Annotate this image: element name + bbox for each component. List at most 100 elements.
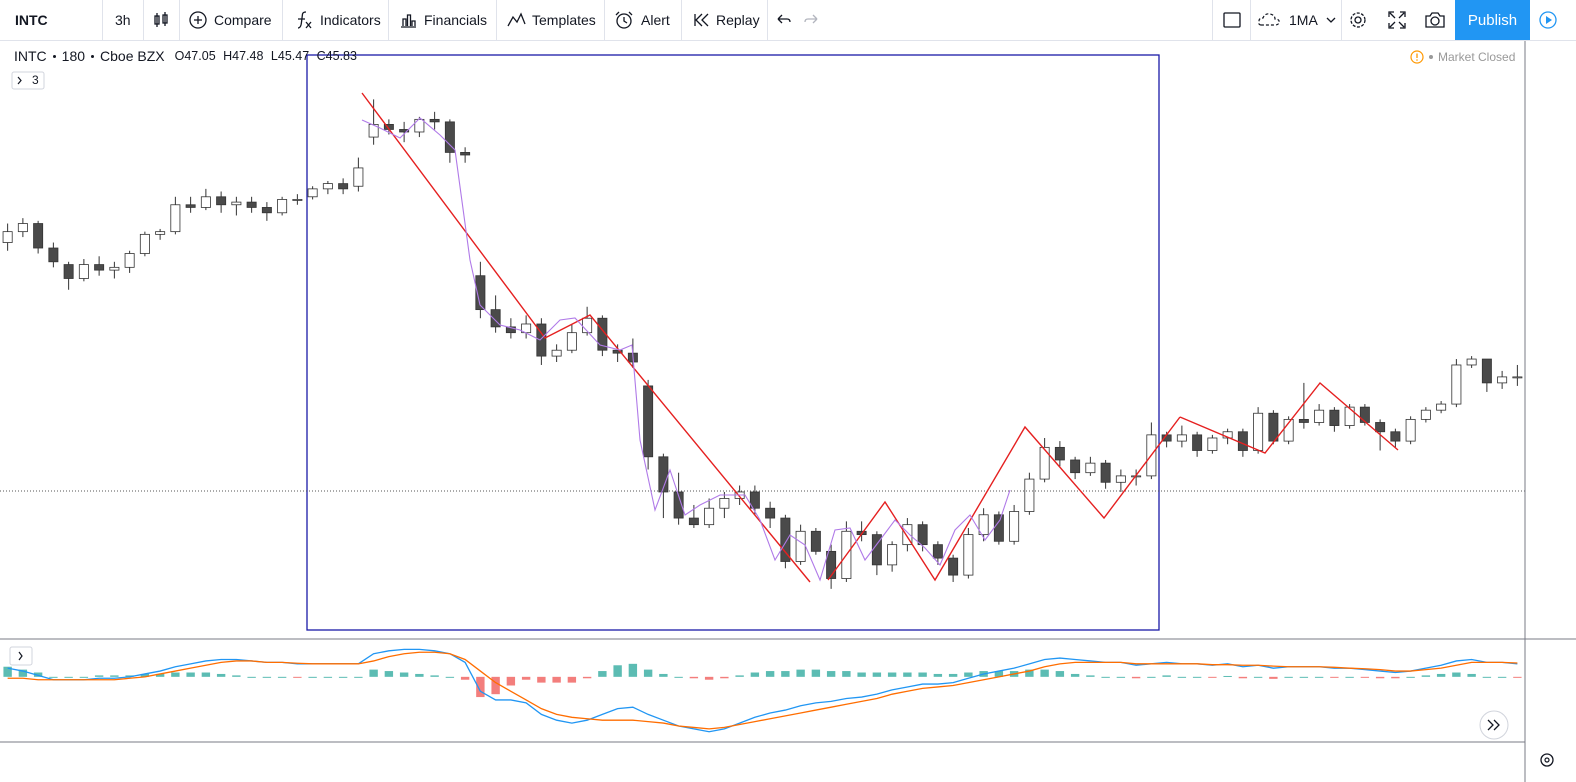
- wave-drawing[interactable]: [361, 117, 1011, 582]
- candle-body: [1497, 376, 1508, 384]
- histogram-bar: [1177, 676, 1187, 678]
- histogram-bar: [1162, 675, 1171, 677]
- settings-button[interactable]: [1348, 0, 1368, 40]
- templates-button[interactable]: Templates: [506, 0, 596, 40]
- candle-body: [307, 188, 318, 198]
- candle-body: [1070, 459, 1081, 474]
- candle-body: [1024, 478, 1035, 512]
- layout-button[interactable]: 1MA: [1257, 0, 1338, 40]
- candle-body: [993, 514, 1004, 542]
- button-label: Replay: [716, 12, 760, 28]
- publish-button[interactable]: Publish: [1455, 0, 1530, 40]
- histogram-bar: [1406, 676, 1415, 678]
- pane-toggle[interactable]: [9, 646, 33, 666]
- candle-body: [551, 349, 562, 357]
- histogram-bar: [613, 665, 622, 677]
- histogram-bar: [323, 676, 333, 678]
- candle-body: [216, 196, 227, 206]
- symbol-search[interactable]: INTC: [15, 12, 48, 28]
- histogram-bar: [659, 673, 668, 677]
- ohlc-label: H: [223, 49, 233, 63]
- histogram-bar: [1238, 676, 1248, 679]
- histogram-bar: [201, 672, 211, 677]
- ohlc-value: 45.47: [277, 49, 310, 63]
- alert-button[interactable]: Alert: [613, 0, 670, 40]
- button-label: 1MA: [1289, 12, 1318, 28]
- candle-body: [63, 264, 74, 279]
- candle-body: [1039, 446, 1050, 480]
- histogram-bar: [308, 676, 317, 678]
- histogram-bar: [1269, 676, 1278, 679]
- histogram-bar: [1436, 673, 1446, 677]
- histogram-bar: [796, 669, 805, 677]
- histogram-bar: [552, 676, 561, 683]
- separator-dot: [91, 54, 95, 58]
- settings-button[interactable]: [1540, 753, 1554, 767]
- candle-body: [948, 557, 959, 576]
- histogram-bar: [1192, 676, 1202, 678]
- candle-body: [48, 247, 59, 263]
- histogram-bar: [155, 673, 165, 677]
- icon: [1350, 12, 1366, 28]
- histogram-bar: [903, 672, 912, 677]
- status-dot: [1429, 55, 1433, 59]
- chart-style-button[interactable]: [152, 0, 170, 40]
- histogram-bar: [1223, 675, 1232, 677]
- indicators-toggle[interactable]: [11, 71, 45, 90]
- rectangle-drawing[interactable]: [306, 54, 1160, 631]
- ohlc-value: 47.05: [184, 49, 216, 63]
- icon: [804, 14, 818, 24]
- candle-body: [566, 332, 577, 351]
- histogram-bar: [415, 673, 424, 677]
- zigzag-drawing[interactable]: [827, 416, 1181, 582]
- candle-body: [2, 231, 13, 243]
- candle-body: [1268, 412, 1279, 442]
- histogram-bar: [918, 672, 927, 677]
- histogram-bar: [1116, 676, 1126, 678]
- candle-body: [1390, 431, 1401, 442]
- undo-button[interactable]: [775, 0, 793, 40]
- zigzag-drawing[interactable]: [1179, 381, 1399, 454]
- histogram-bar: [110, 675, 119, 677]
- histogram-bar: [1299, 676, 1309, 678]
- financials-button[interactable]: Financials: [398, 0, 487, 40]
- histogram-bar: [735, 675, 744, 677]
- histogram-bar: [216, 673, 226, 677]
- button-label: Financials: [424, 12, 488, 28]
- histogram-bar: [887, 672, 897, 677]
- legend-symbol: INTC: [14, 48, 47, 64]
- histogram-bar: [674, 676, 683, 678]
- histogram-bar: [1421, 675, 1431, 677]
- histogram-bar: [781, 671, 790, 677]
- histogram-bar: [628, 663, 638, 677]
- chart-legend: INTC 180 Cboe BZX O47.05 H47.48 L45.47 C…: [14, 48, 361, 64]
- indicators-button[interactable]: Indicators: [294, 0, 381, 40]
- snapshot-button[interactable]: [1424, 0, 1446, 40]
- icon: [1493, 719, 1500, 731]
- interval-button[interactable]: 3h: [115, 12, 131, 28]
- candle-body: [94, 264, 105, 271]
- redo-button[interactable]: [802, 0, 820, 40]
- compare-button[interactable]: Compare: [188, 0, 272, 40]
- select-button[interactable]: [1222, 0, 1242, 40]
- zigzag-drawing[interactable]: [361, 92, 811, 583]
- separator-dot: [52, 54, 56, 58]
- histogram-bar: [842, 671, 851, 677]
- candle-body: [1192, 434, 1203, 451]
- candle-body: [1253, 412, 1264, 451]
- candle-body: [261, 207, 272, 214]
- candle-body: [1375, 422, 1386, 433]
- histogram-bar: [3, 666, 12, 677]
- fullscreen-button[interactable]: [1387, 0, 1407, 40]
- icon: [1223, 12, 1241, 28]
- histogram-bar: [1131, 676, 1141, 679]
- icon: [1388, 11, 1406, 29]
- scroll-to-realtime[interactable]: [1479, 710, 1509, 740]
- button-label: Compare: [214, 12, 272, 28]
- panel-toggle[interactable]: [1538, 0, 1558, 40]
- candle-body: [277, 199, 288, 214]
- replay-button[interactable]: Replay: [692, 0, 760, 40]
- histogram-bar: [643, 669, 653, 677]
